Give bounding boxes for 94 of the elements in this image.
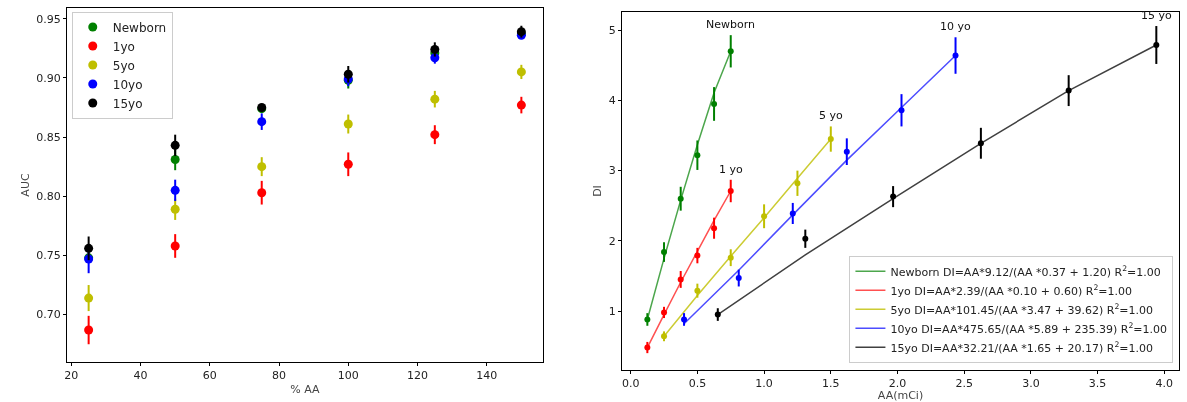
point <box>170 185 180 195</box>
annotation: 15 yo <box>1141 9 1172 22</box>
point <box>890 193 897 200</box>
point <box>343 69 353 79</box>
y-tick-label: 1 <box>608 304 616 318</box>
point <box>681 316 688 323</box>
x-tick-label: 0.5 <box>688 377 707 391</box>
point <box>761 213 768 220</box>
point <box>430 130 440 140</box>
x-tick-label: 2.5 <box>955 377 973 391</box>
point <box>84 243 94 253</box>
x-tick-label: 3.0 <box>1022 377 1040 391</box>
x-tick-label: 20 <box>64 369 79 383</box>
point <box>694 252 701 259</box>
point <box>735 275 742 282</box>
y-tick-label: 0.95 <box>36 12 61 26</box>
y-axis-title: DI <box>591 185 605 197</box>
point <box>977 140 984 147</box>
legend-label: 10yo <box>112 77 143 92</box>
point <box>257 162 267 172</box>
legend-label: 1yo <box>112 39 135 54</box>
point <box>170 155 180 165</box>
point <box>84 293 94 303</box>
annotation: 1 yo <box>719 163 743 176</box>
annotation: 10 yo <box>940 20 971 33</box>
point <box>694 287 701 294</box>
y-tick-label: 2 <box>608 234 616 248</box>
point <box>677 276 684 283</box>
x-tick-label: 40 <box>133 369 148 383</box>
point <box>711 100 718 107</box>
annotation: 5 yo <box>819 109 843 122</box>
point <box>1065 87 1072 94</box>
legend-label: 5yo DI=AA*101.45/(AA *3.47 + 39.62) R$^{2}$=1.00 <box>890 302 1154 317</box>
point <box>711 225 718 232</box>
point <box>516 67 526 77</box>
point <box>794 180 801 187</box>
point <box>843 148 850 155</box>
point <box>84 325 94 335</box>
point <box>827 136 834 143</box>
point <box>430 44 440 54</box>
legend-label: 1yo DI=AA*2.39/(AA *0.10 + 0.60) R$^{2}$=1.00 <box>890 283 1133 298</box>
point <box>343 159 353 169</box>
y-tick-label: 4 <box>608 94 616 108</box>
y-tick-label: 0.75 <box>36 249 61 263</box>
y-axis-title: AUC <box>18 173 32 197</box>
x-tick-label: 140 <box>476 369 498 383</box>
x-tick-label: 120 <box>407 369 429 383</box>
point <box>644 344 651 351</box>
y-tick-label: 0.80 <box>36 190 61 204</box>
y-tick-label: 0.70 <box>36 308 61 322</box>
legend-label: 5yo <box>112 58 135 73</box>
x-tick-label: 3.5 <box>1088 377 1107 391</box>
x-tick-label: 80 <box>272 369 287 383</box>
x-tick-label: 100 <box>337 369 359 383</box>
point <box>170 204 180 214</box>
point <box>952 52 959 59</box>
legend-label: 10yo DI=AA*475.65/(AA *5.89 + 235.39) R$^{2}$=1.00 <box>890 321 1168 336</box>
legend-label: Newborn <box>112 20 167 35</box>
point <box>644 316 651 323</box>
x-tick-label: 1.0 <box>755 377 773 391</box>
x-tick-label: 60 <box>202 369 217 383</box>
x-tick-label: 1.5 <box>822 377 840 391</box>
point <box>661 249 668 256</box>
legend-label: 15yo <box>112 96 143 111</box>
point <box>257 117 267 127</box>
y-tick-label: 5 <box>608 24 616 38</box>
point <box>170 140 180 150</box>
point <box>257 188 267 198</box>
x-axis-title: % AA <box>290 383 321 397</box>
x-tick-label: 4.0 <box>1155 377 1174 391</box>
x-tick-label: 0.0 <box>621 377 640 391</box>
legend-label: Newborn DI=AA*9.12/(AA *0.37 + 1.20) R$^{2}$=1.00 <box>890 264 1161 279</box>
point <box>1153 41 1160 48</box>
point <box>727 48 734 55</box>
point <box>430 94 440 104</box>
point <box>898 107 905 114</box>
annotation: Newborn <box>706 18 756 31</box>
point <box>170 241 180 251</box>
point <box>694 152 701 159</box>
point <box>677 195 684 202</box>
legend-label: 15yo DI=AA*32.21/(AA *1.65 + 20.17) R$^{2}$=1.00 <box>890 340 1154 355</box>
x-tick-label: 2.0 <box>888 377 907 391</box>
point <box>516 100 526 110</box>
y-tick-label: 0.85 <box>36 130 61 144</box>
point <box>714 311 721 318</box>
point <box>789 210 796 217</box>
x-axis-title: AA(mCi) <box>877 389 924 402</box>
point <box>802 235 809 242</box>
point <box>661 309 668 316</box>
point <box>727 254 734 261</box>
y-tick-label: 0.90 <box>36 71 61 85</box>
y-tick-label: 3 <box>608 164 616 178</box>
point <box>343 119 353 129</box>
point <box>727 188 734 194</box>
